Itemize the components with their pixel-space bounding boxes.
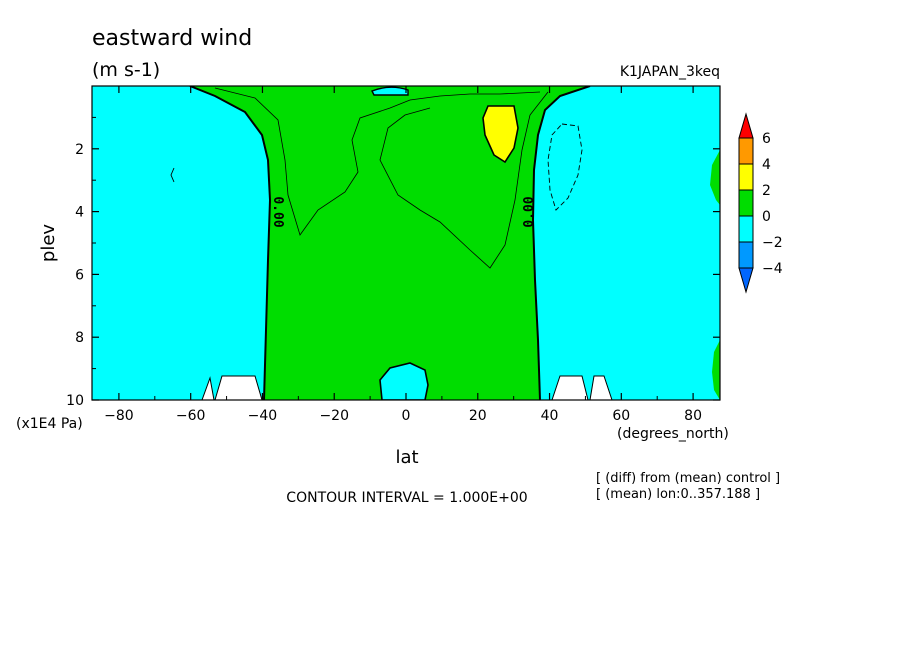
region-northern-edge-positive (710, 150, 720, 205)
region-northern-negative (533, 86, 720, 400)
y-tick-label: 2 (75, 142, 84, 158)
colorbar: 6 4 2 0 −2 −4 (738, 112, 783, 294)
colorbar-tick-label: −4 (762, 261, 783, 277)
contour-line-left (214, 87, 541, 236)
x-axis-unit: (degrees_north) (617, 426, 729, 442)
region-positive-maximum (482, 105, 519, 164)
plot-area: 0.00 0.00 (91, 85, 721, 401)
x-tick-label: −40 (248, 408, 278, 424)
dataset-label: K1JAPAN_3keq (620, 64, 720, 80)
zero-contour-south (189, 86, 272, 400)
colorbar-segment (738, 137, 754, 165)
x-tick-label: −60 (176, 408, 206, 424)
x-tick-label: 60 (612, 408, 630, 424)
contour-line-small (170, 167, 175, 183)
x-tick-label: 20 (469, 408, 487, 424)
colorbar-tick-label: 2 (762, 183, 771, 199)
missing-data-left (201, 376, 215, 400)
colorbar-tick-label: 6 (762, 131, 771, 147)
region-negative-surface-cell (379, 362, 429, 400)
contour-label: 0.00 (270, 196, 285, 227)
x-tick-label: 0 (402, 408, 411, 424)
region-southern-negative (92, 86, 270, 400)
y-tick-label: 4 (75, 205, 84, 221)
colorbar-tick-label: 0 (762, 209, 771, 225)
contour-interval-text: CONTOUR INTERVAL = 1.000E+00 (286, 490, 527, 506)
contour-line-dashed (547, 123, 583, 211)
y-axis-unit: (x1E4 Pa) (16, 416, 83, 432)
region-northern-edge-positive-lower (712, 340, 720, 400)
x-tick-label: −80 (104, 408, 134, 424)
note-diff: [ (diff) from (mean) control ] (596, 471, 780, 486)
colorbar-under-triangle (738, 267, 754, 294)
missing-data-left-2 (214, 375, 263, 400)
chart-title: eastward wind (92, 26, 252, 51)
colorbar-segment (738, 241, 754, 269)
x-tick-label: −20 (319, 408, 349, 424)
missing-data-right-2 (589, 375, 613, 400)
zero-contour-north (531, 86, 591, 400)
colorbar-tick-label: −2 (762, 235, 783, 251)
y-axis: 2 4 6 8 10 (66, 116, 720, 409)
note-mean: [ (mean) lon:0..357.188 ] (596, 487, 760, 502)
colorbar-over-triangle (738, 112, 754, 139)
region-top-negative-cell (371, 86, 409, 96)
colorbar-tick-label: 4 (762, 157, 771, 173)
contour-line-right (379, 91, 549, 269)
contour-label: 0.00 (522, 196, 537, 227)
y-tick-label: 10 (66, 393, 84, 409)
chart-subtitle: (m s-1) (92, 59, 160, 81)
colorbar-segment (738, 215, 754, 243)
x-tick-label: 80 (684, 408, 702, 424)
y-axis-label: plev (38, 224, 59, 263)
colorbar-segment (738, 189, 754, 217)
x-axis: −80 −60 −40 −20 0 20 40 60 80 (104, 86, 702, 424)
x-axis-label: lat (395, 447, 418, 468)
y-tick-label: 8 (75, 330, 84, 346)
x-tick-label: 40 (541, 408, 559, 424)
missing-data-right (551, 375, 589, 400)
y-tick-label: 6 (75, 267, 84, 283)
colorbar-segment (738, 163, 754, 191)
